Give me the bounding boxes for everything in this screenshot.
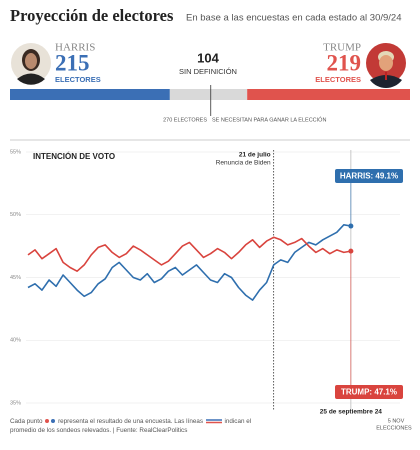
y-tick-label: 35%	[10, 400, 21, 406]
dots-icon	[45, 419, 56, 424]
end-label: TRUMP: 47.1%	[341, 388, 397, 397]
trump-name: TRUMP	[323, 42, 361, 54]
note-part: promedio de los sondeos relevados. | Fue…	[10, 427, 188, 434]
y-tick-label: 40%	[10, 338, 21, 344]
end-label-box	[335, 169, 403, 183]
y-tick-label: 45%	[10, 275, 21, 281]
end-note: ELECCIONES	[376, 425, 412, 431]
line-title: INTENCIÓN DE VOTO	[33, 152, 115, 161]
elector-bar	[10, 89, 170, 100]
x-tick-label: 5 NOV	[388, 418, 405, 424]
harris-electors: 215	[55, 50, 90, 75]
footnote: Cada punto representa el resultado de un…	[10, 417, 370, 435]
trump-electors: 219	[327, 50, 362, 75]
harris-unit: ELECTORES	[55, 75, 101, 84]
harris-name: HARRIS	[55, 42, 95, 54]
x-tick-label: 25 de septiembre 24	[320, 409, 383, 416]
elector-bar	[169, 89, 248, 100]
note-part: representa el resultado de una encuesta.…	[58, 418, 203, 425]
trump-photo	[366, 43, 406, 89]
subtitle: En base a las encuestas en cada estado a…	[186, 13, 402, 24]
elector-bar	[247, 89, 410, 100]
undecided-electors: 104	[197, 50, 219, 65]
y-tick-label: 55%	[10, 149, 21, 155]
harris-photo	[11, 43, 51, 85]
note-part: indican el	[224, 418, 252, 425]
note-part: Cada punto	[10, 418, 43, 425]
trump-unit: ELECTORES	[315, 75, 361, 84]
undecided-label: SIN DEFINICIÓN	[179, 67, 237, 76]
event-note: Renuncia de Biden	[216, 160, 271, 167]
y-tick-label: 50%	[10, 212, 21, 218]
series-line	[27, 224, 352, 301]
series-line	[27, 236, 352, 272]
end-label-box	[335, 385, 403, 399]
title: Proyección de electores	[10, 6, 174, 25]
threshold-note: SE NECESITAN PARA GANAR LA ELECCIÓN	[212, 116, 326, 123]
threshold-label: 270 ELECTORES	[163, 117, 207, 123]
event-date: 21 de julio	[239, 152, 271, 159]
lines-icon	[205, 419, 222, 424]
end-label: HARRIS: 49.1%	[340, 172, 398, 181]
